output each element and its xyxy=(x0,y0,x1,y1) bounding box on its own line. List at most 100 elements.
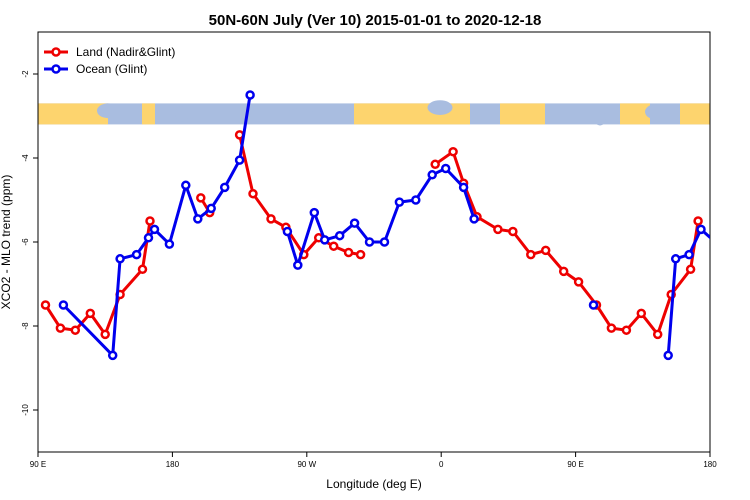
data-point xyxy=(319,235,330,245)
land-mass xyxy=(38,103,108,125)
data-point xyxy=(469,214,479,224)
data-point xyxy=(164,239,175,249)
data-point xyxy=(219,182,230,193)
series-layer xyxy=(40,90,721,361)
data-point xyxy=(663,350,673,361)
x-axis-label: Longitude (deg E) xyxy=(326,477,421,491)
data-point xyxy=(266,214,276,224)
data-point xyxy=(540,245,551,256)
data-point xyxy=(685,264,696,275)
data-point xyxy=(714,241,721,248)
water-patch xyxy=(97,103,119,119)
data-point xyxy=(107,350,118,361)
legend: Land (Nadir&Glint) Ocean (Glint) xyxy=(44,45,175,76)
x-tick-label: 90 E xyxy=(30,460,46,469)
data-point xyxy=(85,308,96,319)
data-point xyxy=(196,193,206,203)
y-tick-label: -4 xyxy=(21,154,30,162)
data-point xyxy=(670,254,681,264)
land-mass xyxy=(142,103,147,125)
data-point xyxy=(145,216,155,226)
y-tick-label: -10 xyxy=(21,404,30,416)
legend-marker xyxy=(51,64,61,74)
land-mass xyxy=(620,103,650,125)
data-point xyxy=(526,249,536,260)
y-axis: -2 -4 -6 -8 -10 xyxy=(21,70,38,416)
data-point xyxy=(55,323,66,333)
data-point xyxy=(606,323,617,333)
data-point xyxy=(293,260,303,270)
water-patch xyxy=(594,110,606,126)
data-point xyxy=(282,226,293,237)
x-tick-label: 180 xyxy=(703,460,717,469)
land-mass xyxy=(147,103,155,125)
land-mass xyxy=(500,103,545,125)
land-mass xyxy=(354,103,470,125)
y-tick-label: -2 xyxy=(21,70,30,78)
series-line xyxy=(434,150,700,336)
series-line xyxy=(44,220,152,336)
data-point xyxy=(411,195,421,205)
data-point xyxy=(394,197,405,207)
data-point xyxy=(558,266,569,277)
water-patch xyxy=(175,106,189,122)
data-point xyxy=(430,159,440,170)
data-point xyxy=(206,203,216,214)
y-axis-label: XCO2 - MLO trend (ppm) xyxy=(0,175,13,310)
legend-marker xyxy=(51,47,61,57)
data-point xyxy=(193,214,203,224)
data-point xyxy=(137,264,148,275)
data-point xyxy=(334,230,345,241)
data-point xyxy=(684,249,694,260)
data-point xyxy=(131,249,142,260)
data-point xyxy=(245,90,255,100)
data-point xyxy=(58,300,69,310)
data-point xyxy=(181,180,191,191)
y-tick-label: -6 xyxy=(21,238,30,246)
data-point xyxy=(440,163,451,174)
x-tick-label: 0 xyxy=(439,460,444,469)
data-point xyxy=(234,155,245,165)
world-map-strip xyxy=(38,100,710,126)
y-tick-label: -8 xyxy=(21,322,30,330)
x-axis: 90 E 180 90 W 0 90 E 180 xyxy=(30,452,717,469)
data-point xyxy=(355,249,366,260)
data-point xyxy=(115,254,125,264)
data-point xyxy=(427,170,437,180)
data-point xyxy=(621,325,632,335)
x-tick-label: 180 xyxy=(166,460,180,469)
data-point xyxy=(149,224,160,235)
land-mass xyxy=(680,103,710,125)
data-point xyxy=(70,325,81,335)
data-point xyxy=(143,233,154,243)
data-point xyxy=(693,216,703,226)
data-point xyxy=(652,329,663,340)
x-tick-label: 90 E xyxy=(567,460,583,469)
legend-label: Ocean (Glint) xyxy=(76,62,147,76)
data-point xyxy=(458,182,469,193)
series-ocean xyxy=(58,90,721,361)
data-point xyxy=(588,300,599,310)
water-patch xyxy=(427,100,453,115)
water-patch xyxy=(645,104,665,120)
data-point xyxy=(573,277,584,287)
data-point xyxy=(448,146,458,157)
data-point xyxy=(636,308,647,319)
data-point xyxy=(309,207,320,218)
series-land xyxy=(40,130,703,340)
data-point xyxy=(508,226,518,237)
data-point xyxy=(696,224,706,235)
data-point xyxy=(343,247,354,258)
data-point xyxy=(100,329,110,340)
data-point xyxy=(364,237,375,247)
data-point xyxy=(379,237,390,247)
data-point xyxy=(40,300,51,310)
legend-label: Land (Nadir&Glint) xyxy=(76,45,175,59)
water-patch xyxy=(285,108,315,124)
x-tick-label: 90 W xyxy=(297,460,316,469)
data-point xyxy=(328,241,339,251)
data-point xyxy=(248,188,258,199)
data-point xyxy=(493,224,503,235)
data-point xyxy=(349,218,360,228)
